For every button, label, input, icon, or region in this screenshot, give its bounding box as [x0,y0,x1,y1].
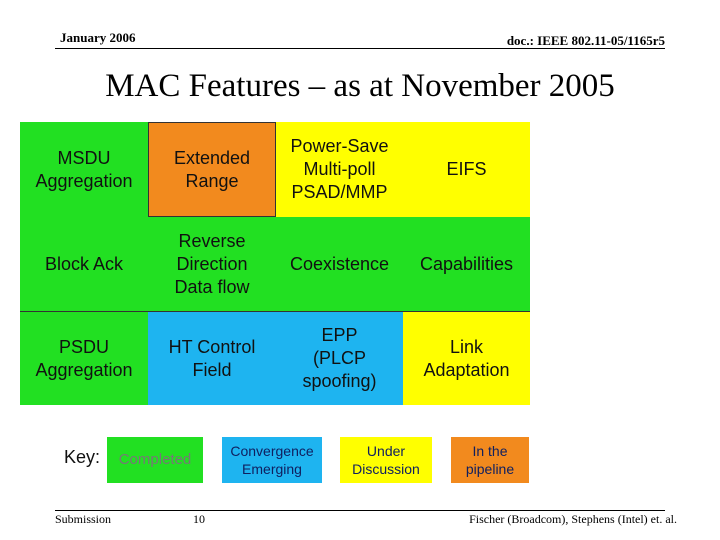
header-rule [55,48,665,49]
slide-title: MAC Features – as at November 2005 [105,68,615,104]
feature-cell: MSDU Aggregation [20,122,148,217]
feature-cell: Block Ack [20,217,148,311]
key-item: Under Discussion [340,437,432,483]
feature-cell: EPP (PLCP spoofing) [276,311,403,405]
feature-cell: Extended Range [148,122,276,217]
footer-right: Fischer (Broadcom), Stephens (Intel) et.… [469,512,677,526]
feature-cell: Capabilities [403,217,530,311]
feature-cell: Reverse Direction Data flow [148,217,276,311]
key-label: Key: [64,447,101,467]
feature-cell: Power-Save Multi-poll PSAD/MMP [276,122,403,217]
feature-cell: HT Control Field [148,311,276,405]
key-item: Completed [107,437,203,483]
footer-left: Submission [55,512,112,526]
page-number: 10 [193,512,205,526]
header-doc: doc.: IEEE 802.11-05/1165r5 [506,33,665,48]
feature-cell: Link Adaptation [403,311,530,405]
footer-rule [55,510,665,511]
feature-cell: EIFS [403,122,530,217]
header-date: January 2006 [60,30,136,45]
feature-cell: PSDU Aggregation [20,311,148,405]
key-item: In the pipeline [451,437,529,483]
key-item: Convergence Emerging [222,437,322,483]
feature-cell: Coexistence [276,217,403,311]
